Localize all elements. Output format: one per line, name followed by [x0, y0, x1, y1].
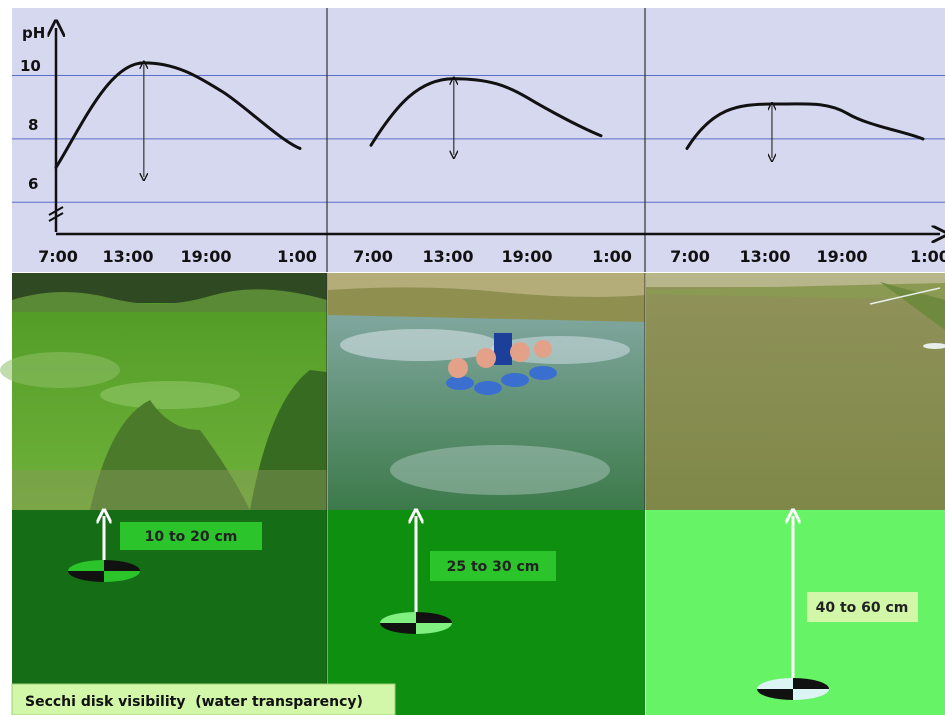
depth-label-box: [807, 592, 918, 622]
x-tick-label: 19:00: [502, 247, 553, 266]
y-tick-label: 6: [28, 175, 38, 193]
x-tick-label: 13:00: [423, 247, 474, 266]
x-tick-label: 1:00: [592, 247, 632, 266]
pond-photo-2: [328, 273, 645, 510]
gridlines: [12, 75, 945, 203]
depth-label: 25 to 30 cm: [447, 559, 540, 575]
caption: Secchi disk visibility (water transparen…: [25, 694, 363, 710]
paddle-wheel-aerator: [446, 333, 557, 395]
chart-background: [12, 8, 945, 272]
pond-photos-row: [0, 273, 945, 510]
secchi-disk-icon: [757, 678, 829, 700]
ph-curve-line: [54, 61, 302, 169]
water-panel-2: [328, 510, 645, 715]
y-tick-labels: 10 8 6: [20, 57, 41, 193]
x-tick-label: 7:00: [670, 247, 710, 266]
axis-break-mark: [48, 206, 64, 216]
depth-label: 10 to 20 cm: [145, 529, 238, 545]
x-tick-label: 1:00: [910, 247, 945, 266]
x-tick-label: 7:00: [353, 247, 393, 266]
y-tick-label: 8: [28, 116, 38, 134]
y-axis-label: pH: [22, 24, 45, 42]
pond-photo-1: [0, 273, 327, 510]
y-tick-label: 10: [20, 57, 41, 75]
ph-curves: [54, 61, 925, 177]
ph-charts-row: pH 10 8 6 7:00 13:00 19:00 1:00 7:00 13:00 19:…: [12, 8, 945, 272]
ph-curve-line: [685, 102, 925, 150]
ph-curve-line: [369, 77, 603, 147]
depth-label-box: [120, 522, 262, 550]
x-tick-label: 19:00: [817, 247, 868, 266]
pond-photo-3: [646, 273, 945, 510]
x-tick-label: 19:00: [181, 247, 232, 266]
secchi-disk-icon: [68, 560, 140, 582]
x-tick-label: 7:00: [38, 247, 78, 266]
depth-label-box: [430, 551, 556, 581]
secchi-row: 10 to 20 cm 25 to 30 cm 40 to 60 cm Secc…: [11, 510, 945, 715]
x-tick-label: 1:00: [277, 247, 317, 266]
secchi-disk-icon: [380, 612, 452, 634]
depth-label: 40 to 60 cm: [816, 600, 909, 616]
x-tick-label: 13:00: [740, 247, 791, 266]
axis-break-mark: [48, 212, 64, 222]
caption-box: [11, 683, 396, 715]
x-tick-labels: 7:00 13:00 19:00 1:00 7:00 13:00 19:00 1:00 7:00…: [38, 247, 945, 266]
x-tick-label: 13:00: [103, 247, 154, 266]
